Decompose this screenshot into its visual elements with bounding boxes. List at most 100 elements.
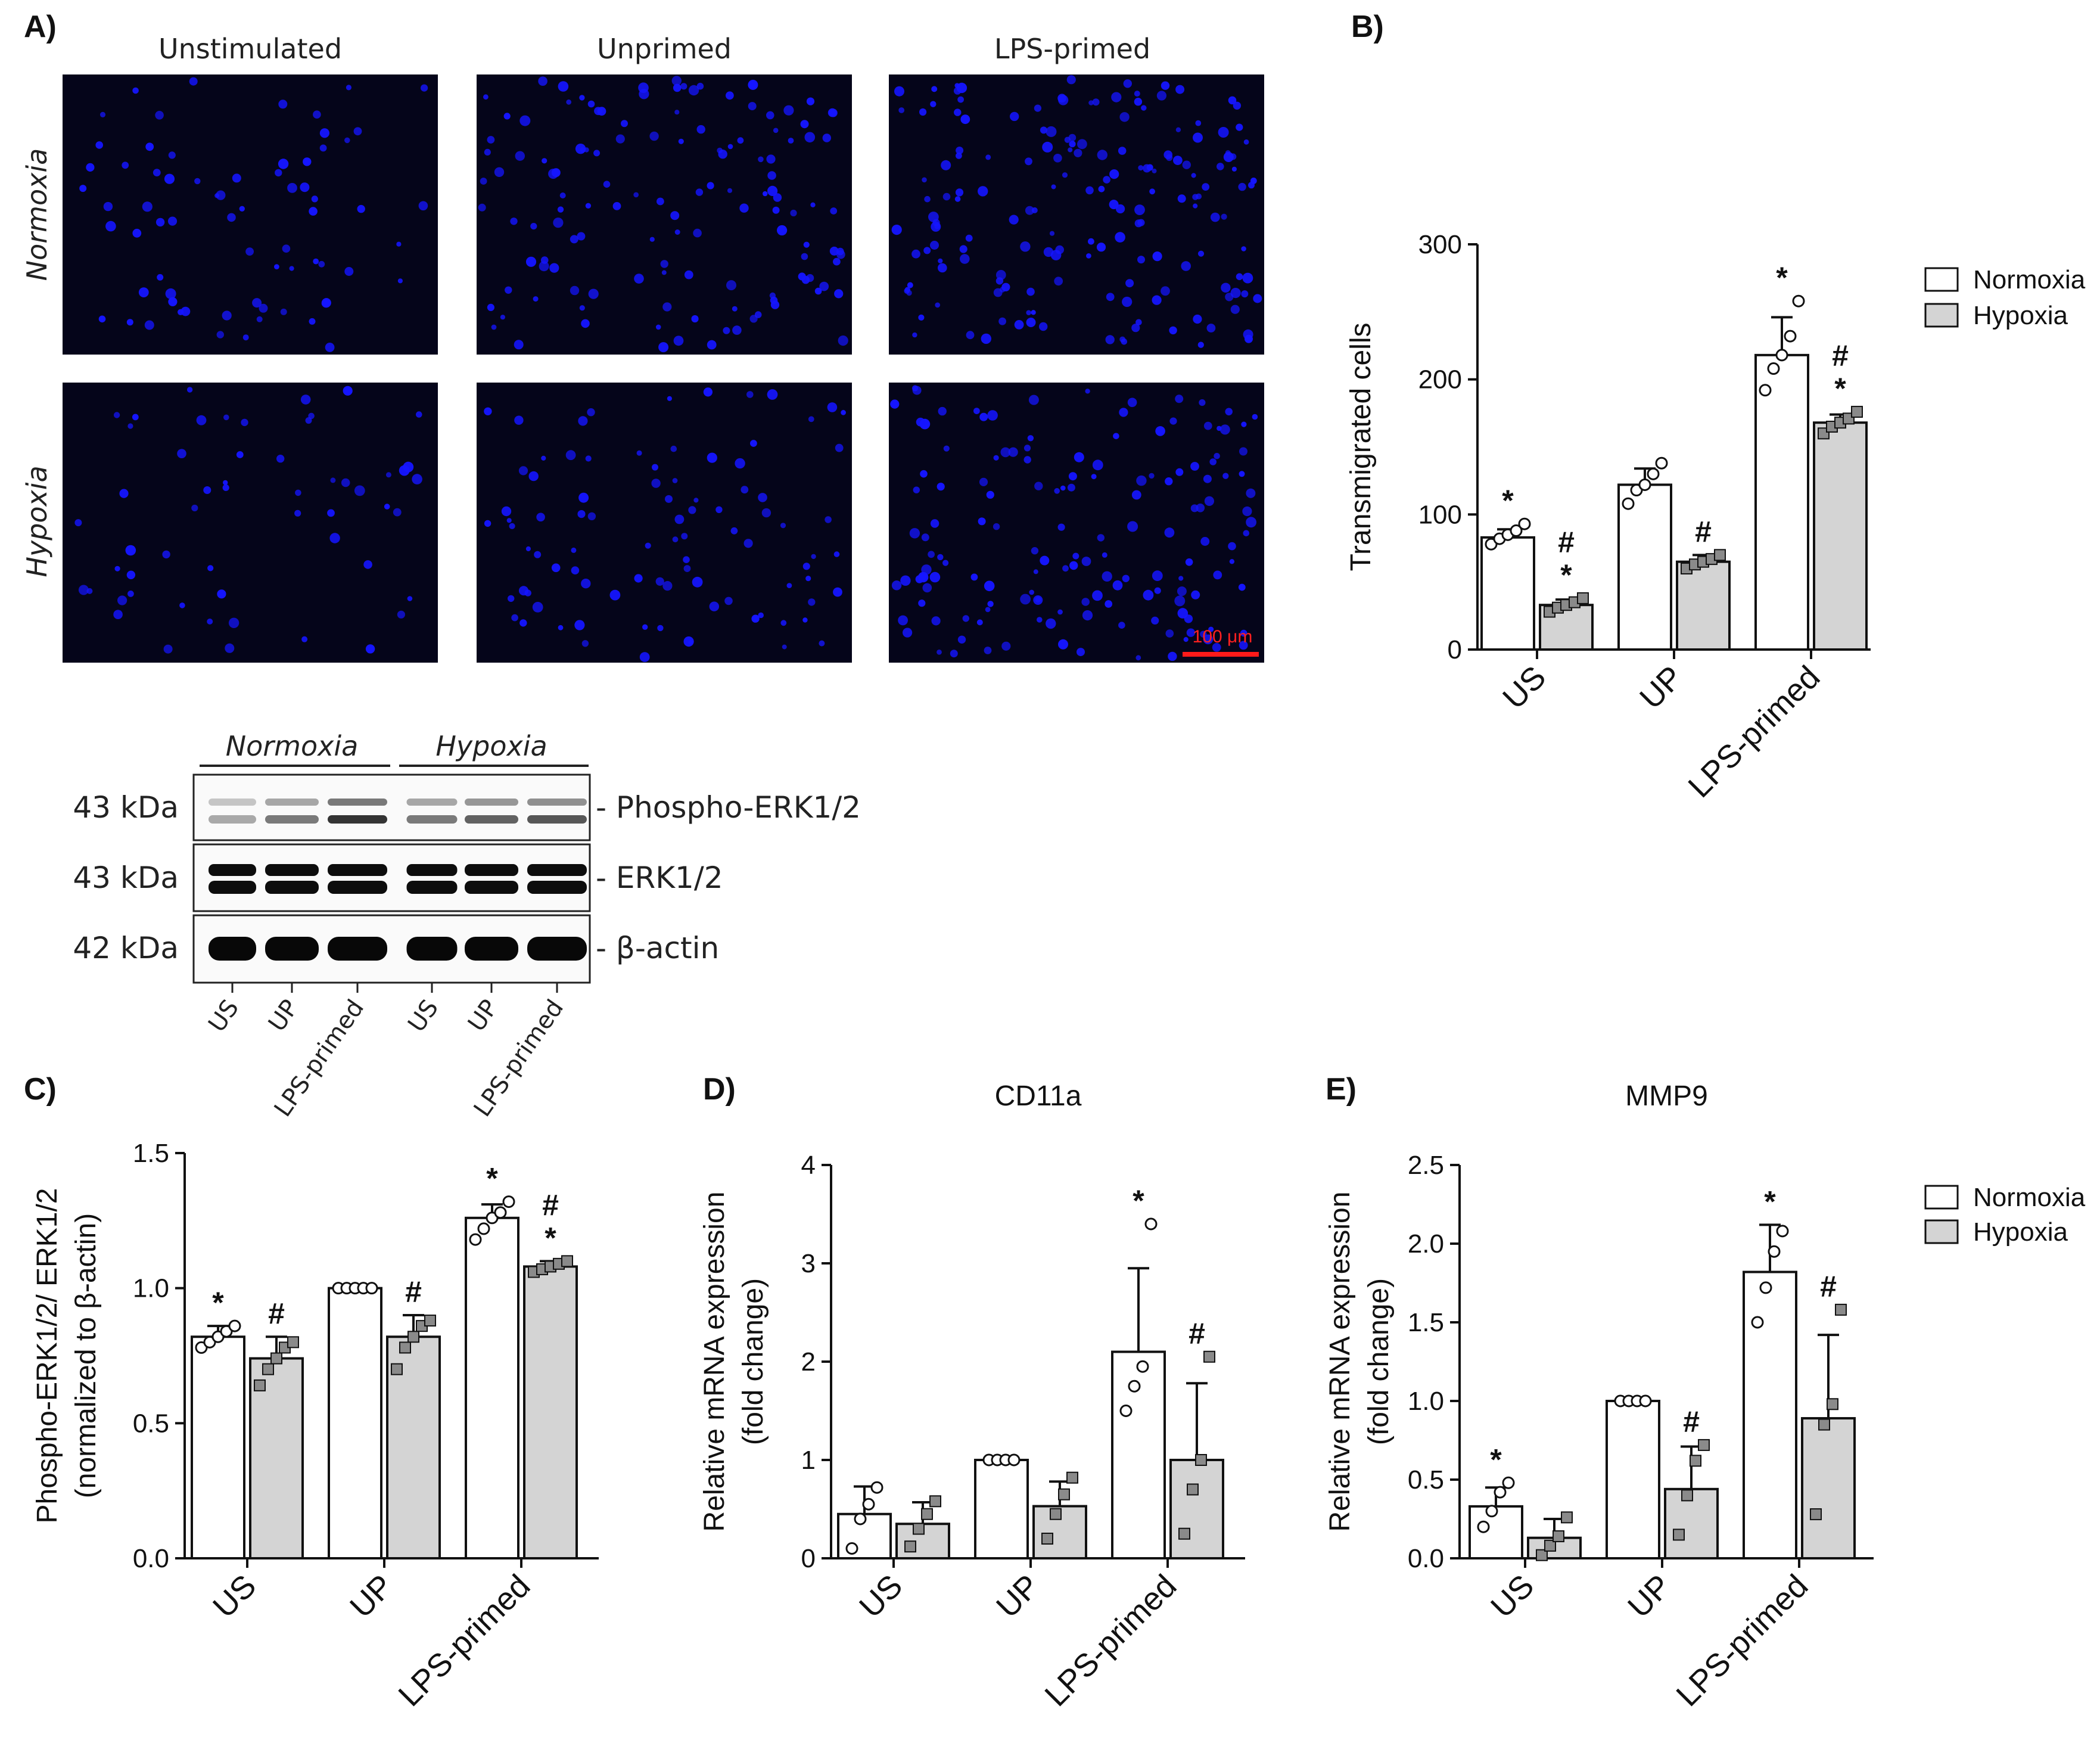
nucleus xyxy=(671,76,682,86)
nucleus xyxy=(718,150,727,159)
nucleus xyxy=(319,128,330,138)
nucleus xyxy=(1193,203,1198,209)
chart-c-point xyxy=(399,1341,411,1354)
chart-c-point xyxy=(262,1363,274,1375)
nucleus xyxy=(1119,408,1128,417)
nucleus xyxy=(578,492,589,503)
nucleus xyxy=(1204,496,1214,507)
nucleus xyxy=(1008,447,1018,457)
nucleus xyxy=(1183,637,1189,642)
nucleus xyxy=(155,218,165,227)
nucleus xyxy=(1134,204,1145,215)
nucleus xyxy=(673,335,684,346)
chart-b-significance-mark: # xyxy=(1558,526,1575,559)
nucleus xyxy=(984,647,992,654)
nucleus xyxy=(525,256,537,267)
nucleus xyxy=(772,206,780,214)
nucleus xyxy=(222,484,229,492)
nucleus xyxy=(955,188,964,197)
nucleus xyxy=(674,514,685,524)
nucleus xyxy=(1191,173,1196,178)
micrograph-hypoxia-unprimed xyxy=(477,383,852,663)
micrograph-col-title-unprimed: Unprimed xyxy=(597,33,732,65)
micrograph-normoxia-unprimed xyxy=(477,74,852,355)
nucleus xyxy=(1000,447,1011,458)
nucleus xyxy=(313,110,321,119)
band-erk-lower xyxy=(328,881,387,894)
chart-d-point xyxy=(854,1512,867,1526)
nucleus xyxy=(750,440,757,447)
nucleus xyxy=(515,151,525,161)
nucleus xyxy=(773,193,782,202)
chart-d-point xyxy=(1144,1217,1158,1231)
nucleus xyxy=(1068,472,1077,481)
chart-b-y-tick-label: 200 xyxy=(1418,365,1462,394)
nucleus xyxy=(1026,318,1036,327)
nucleus xyxy=(1116,204,1125,214)
nucleus xyxy=(1028,394,1039,405)
nucleus xyxy=(1062,565,1069,572)
nucleus xyxy=(1092,98,1100,106)
chart-b-point xyxy=(1655,456,1668,470)
nucleus xyxy=(343,386,353,396)
nucleus xyxy=(930,101,937,107)
nucleus xyxy=(1103,176,1110,184)
band-phospho-erk-lower xyxy=(265,815,319,824)
wb-bands xyxy=(209,799,587,961)
band-phospho-erk-lower xyxy=(328,815,387,824)
nucleus xyxy=(1143,589,1154,601)
nucleus xyxy=(1069,141,1076,148)
nucleus xyxy=(565,450,576,461)
nucleus xyxy=(585,203,592,209)
nucleus xyxy=(519,115,531,126)
nucleus xyxy=(501,506,512,517)
nucleus xyxy=(959,245,967,253)
chart-d-point xyxy=(845,1542,858,1555)
nucleus xyxy=(1067,483,1075,492)
nucleus xyxy=(1156,91,1166,101)
band-erk-upper xyxy=(527,864,587,876)
nucleus xyxy=(1152,251,1162,262)
chart-e-significance-mark: * xyxy=(1490,1443,1502,1476)
band-phospho-erk-lower xyxy=(209,815,256,824)
nucleus xyxy=(114,566,120,571)
nucleus xyxy=(957,635,966,644)
nucleus xyxy=(309,318,316,325)
nucleus xyxy=(696,82,704,90)
chart-d-point xyxy=(904,1540,916,1553)
nucleus xyxy=(214,193,220,198)
chart-c-point xyxy=(561,1255,573,1267)
nucleus xyxy=(1233,101,1242,110)
chart-e-point xyxy=(1690,1455,1701,1467)
nucleus xyxy=(638,82,649,93)
nucleus xyxy=(384,504,390,509)
nucleus xyxy=(1060,485,1066,491)
nucleus xyxy=(751,614,760,623)
nucleus xyxy=(966,331,975,340)
nucleus xyxy=(683,565,691,572)
chart-c-category-label: UP xyxy=(343,1568,400,1624)
nucleus xyxy=(119,489,129,498)
nucleus xyxy=(1225,408,1233,416)
chart-c-y-tick-label: 1.0 xyxy=(133,1274,169,1303)
chart-b-category-label: LPS-primed xyxy=(1681,659,1827,804)
chart-e-y-label: Relative mRNA expression xyxy=(1324,1192,1356,1532)
nucleus xyxy=(780,523,786,529)
nucleus xyxy=(536,512,545,522)
nucleus xyxy=(1025,206,1034,215)
nucleus xyxy=(1239,447,1247,456)
nucleus xyxy=(1020,241,1031,252)
micrograph-col-title-lps-primed: LPS-primed xyxy=(994,33,1150,65)
nucleus xyxy=(924,195,931,203)
nucleus xyxy=(294,509,301,517)
nucleus xyxy=(241,418,248,427)
chart-e-point xyxy=(1776,1225,1789,1238)
band-erk-lower xyxy=(465,881,518,894)
nucleus xyxy=(1161,81,1170,90)
nucleus xyxy=(777,225,788,236)
nucleus xyxy=(1077,648,1085,657)
nucleus xyxy=(995,270,1006,280)
chart-b-bar xyxy=(1754,353,1809,651)
nucleus xyxy=(688,506,696,514)
nucleus xyxy=(1102,552,1107,558)
